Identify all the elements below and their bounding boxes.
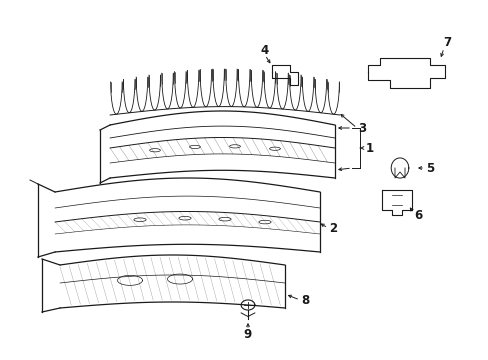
Text: 9: 9 [244,329,252,342]
Text: 2: 2 [328,221,336,234]
Text: 1: 1 [365,141,373,154]
Text: 6: 6 [413,208,421,221]
Text: 4: 4 [260,44,268,57]
Text: 8: 8 [300,293,308,306]
Text: 7: 7 [442,36,450,49]
Text: 5: 5 [425,162,433,175]
Text: 3: 3 [357,122,366,135]
